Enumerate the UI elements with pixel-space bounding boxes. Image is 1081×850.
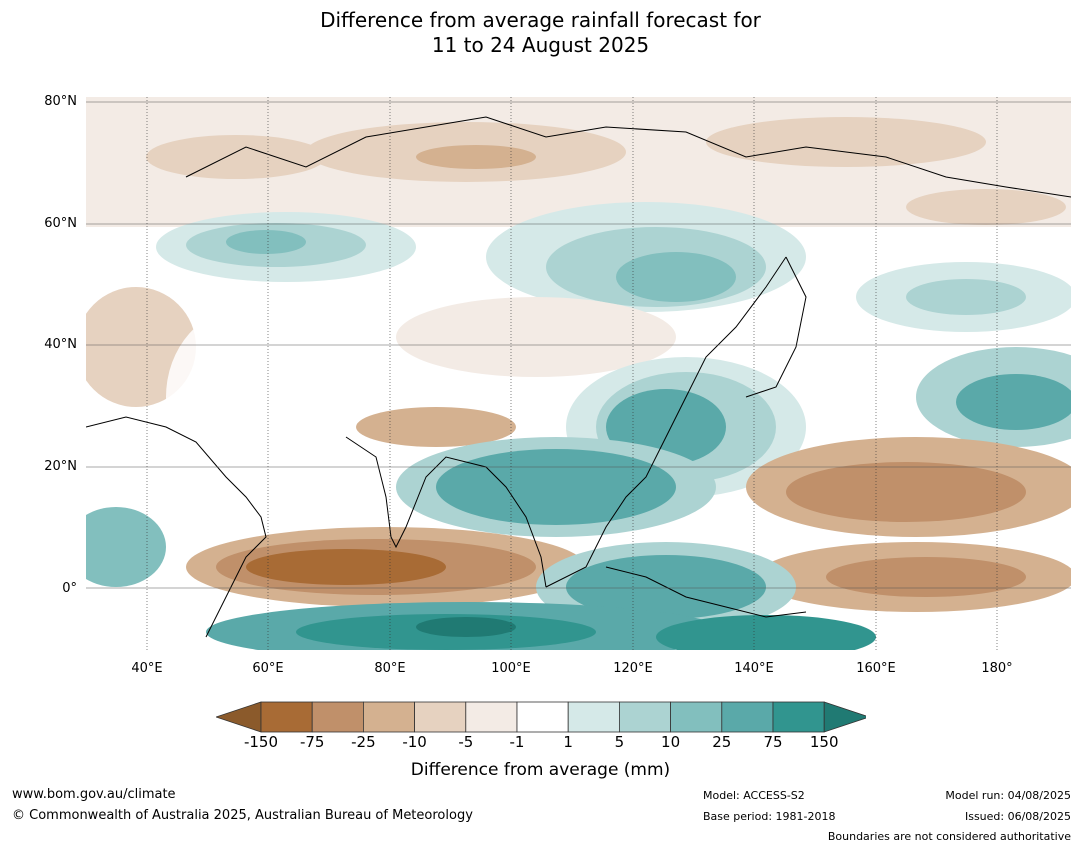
colorbar-tick-label: -75 bbox=[299, 733, 325, 751]
colorbar-label: Difference from average (mm) bbox=[410, 760, 671, 780]
indian-ocean-dry-core bbox=[246, 549, 446, 585]
footer-copyright: © Commonwealth of Australia 2025, Austra… bbox=[12, 808, 473, 823]
west-siberia-dry bbox=[146, 135, 326, 179]
colorbar-cell bbox=[362, 701, 415, 733]
footer-disclaimer: Boundaries are not considered authoritat… bbox=[827, 830, 1071, 843]
colorbar-tick-label: -25 bbox=[351, 733, 376, 751]
west-wet-core bbox=[226, 230, 306, 254]
colorbar-cell bbox=[567, 701, 620, 733]
lon-label-160e: 160°E bbox=[856, 661, 896, 676]
lon-label-100e: 100°E bbox=[491, 661, 531, 676]
colorbar-tick-label: 5 bbox=[614, 733, 625, 751]
colorbar bbox=[216, 701, 866, 733]
eq-pacific-dry-core bbox=[826, 557, 1026, 597]
lon-label-40e: 40°E bbox=[131, 661, 163, 676]
colorbar-extend-high bbox=[823, 701, 866, 733]
pacific-mid-wet-core bbox=[956, 374, 1071, 430]
east-siberia-dry bbox=[706, 117, 986, 167]
pacific-dry-core bbox=[786, 462, 1026, 522]
footer-model: Model: ACCESS-S2 bbox=[703, 789, 805, 802]
colorbar-tick-label: -10 bbox=[402, 733, 427, 751]
africa-wet bbox=[86, 507, 166, 587]
footer-issued: Issued: 06/08/2025 bbox=[964, 810, 1071, 823]
map-title: Difference from average rainfall forecas… bbox=[0, 8, 1081, 58]
colorbar-tick-label: 25 bbox=[712, 733, 732, 751]
lon-label-60e: 60°E bbox=[252, 661, 284, 676]
siberia-dry-core bbox=[416, 145, 536, 169]
colorbar-tick-label: 150 bbox=[809, 733, 839, 751]
colorbar-cell bbox=[311, 701, 364, 733]
colorbar-tick-label: 75 bbox=[763, 733, 783, 751]
colorbar-tick-label: -5 bbox=[458, 733, 474, 751]
footer-model-run: Model run: 04/08/2025 bbox=[945, 789, 1071, 802]
pacific-north-wet-core bbox=[906, 279, 1026, 315]
colorbar-cell bbox=[465, 701, 518, 733]
lon-label-140e: 140°E bbox=[734, 661, 774, 676]
lon-label-80e: 80°E bbox=[374, 661, 406, 676]
middle-east-land bbox=[166, 307, 326, 487]
indonesia-coast bbox=[605, 566, 807, 618]
india-coast bbox=[345, 436, 547, 588]
central-wet-core bbox=[616, 252, 736, 302]
lat-label-40n: 40°N bbox=[44, 337, 77, 352]
colorbar-cell bbox=[772, 701, 825, 733]
map-canvas bbox=[86, 97, 1071, 650]
lat-label-20n: 20°N bbox=[44, 459, 77, 474]
colorbar-tick-label: 1 bbox=[563, 733, 573, 751]
lat-label-60n: 60°N bbox=[44, 216, 77, 231]
mongolia-dry bbox=[396, 297, 676, 377]
southern-wet-peak bbox=[416, 617, 516, 637]
lat-label-80n: 80°N bbox=[44, 94, 77, 109]
colorbar-extend-low bbox=[216, 701, 262, 733]
colorbar-tick-label: 10 bbox=[661, 733, 681, 751]
himalaya-dry bbox=[356, 407, 516, 447]
colorbar-tick-label: -1 bbox=[509, 733, 525, 751]
title-line-2: 11 to 24 August 2025 bbox=[431, 33, 650, 57]
colorbar-tick-label: -150 bbox=[243, 733, 279, 751]
footer-url: www.bom.gov.au/climate bbox=[12, 787, 176, 802]
east-asia-coast bbox=[545, 256, 787, 588]
timor-sea-wet bbox=[656, 615, 876, 650]
footer-base-period: Base period: 1981-2018 bbox=[703, 810, 836, 823]
lon-label-180: 180° bbox=[981, 661, 1013, 676]
colorbar-cell bbox=[414, 701, 467, 733]
arctic-coast bbox=[185, 116, 1071, 198]
colorbar-cell bbox=[721, 701, 774, 733]
lon-label-120e: 120°E bbox=[613, 661, 653, 676]
colorbar-cells bbox=[216, 701, 866, 733]
colorbar-cell bbox=[670, 701, 723, 733]
longitude-gridlines bbox=[146, 97, 998, 650]
colorbar-cell bbox=[516, 701, 569, 733]
title-line-1: Difference from average rainfall forecas… bbox=[320, 8, 761, 32]
chukotka-dry bbox=[906, 189, 1066, 225]
colorbar-cell bbox=[618, 701, 671, 733]
latitude-gridlines bbox=[86, 101, 1071, 589]
japan-coast bbox=[745, 256, 807, 398]
lat-label-0: 0° bbox=[62, 581, 77, 596]
colorbar-cell bbox=[260, 701, 313, 733]
rainfall-map bbox=[86, 97, 1071, 650]
africa-arabia-coast bbox=[86, 416, 267, 638]
coastlines bbox=[86, 116, 1071, 638]
seasia-wet-core bbox=[436, 449, 676, 525]
